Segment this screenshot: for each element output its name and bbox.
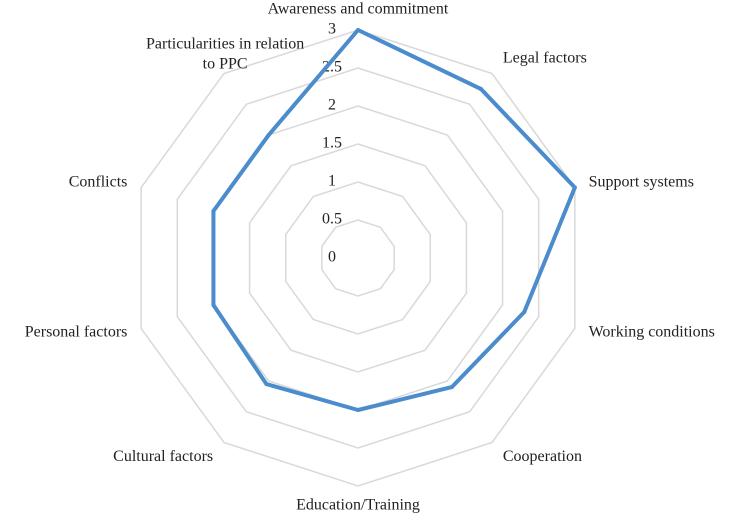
data-point <box>478 86 483 91</box>
r-tick-label: 0 <box>328 249 336 266</box>
data-line <box>211 28 577 412</box>
category-label: Legal factors <box>503 49 587 66</box>
data-point <box>572 185 577 190</box>
data-point <box>356 28 360 32</box>
data-point <box>211 302 216 307</box>
r-tick-label: 0.5 <box>322 211 342 228</box>
data-point <box>522 310 527 315</box>
data-point <box>264 382 269 387</box>
grid-ring <box>284 181 432 335</box>
category-label: Conflicts <box>69 174 128 191</box>
category-label: Awareness and commitment <box>268 1 449 18</box>
category-label: Cooperation <box>503 448 582 465</box>
category-label: Support systems <box>589 174 694 191</box>
r-tick-label: 2 <box>328 97 336 114</box>
grid-ring <box>248 143 468 373</box>
category-label: Particularities in relation to PPC <box>146 35 304 72</box>
category-label: Personal factors <box>25 324 128 341</box>
category-label: Working conditions <box>589 324 715 341</box>
grid-ring <box>321 219 395 297</box>
r-tick-label: 1 <box>328 173 336 190</box>
grid-ring <box>140 29 576 487</box>
data-point <box>356 408 360 412</box>
r-tick-label: 3 <box>328 21 336 38</box>
category-label: Education/Training <box>296 497 420 514</box>
data-point <box>211 209 216 214</box>
category-label: Cultural factors <box>113 448 213 465</box>
data-point <box>266 133 271 138</box>
grid-ring <box>176 67 540 449</box>
r-tick-label: 1.5 <box>322 135 342 152</box>
r-tick-label: 2.5 <box>322 59 342 76</box>
data-point <box>449 385 454 390</box>
